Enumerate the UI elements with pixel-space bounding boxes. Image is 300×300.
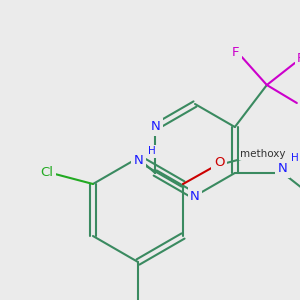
Text: F: F [232,46,240,59]
Text: O: O [214,155,224,169]
Text: Cl: Cl [40,166,53,178]
Text: N: N [134,154,143,167]
Text: N: N [190,190,200,202]
Text: H: H [291,153,299,163]
Text: N: N [278,163,288,176]
Text: methoxy: methoxy [240,149,286,159]
Text: H: H [148,146,155,157]
Text: F: F [297,52,300,65]
Text: N: N [150,121,160,134]
